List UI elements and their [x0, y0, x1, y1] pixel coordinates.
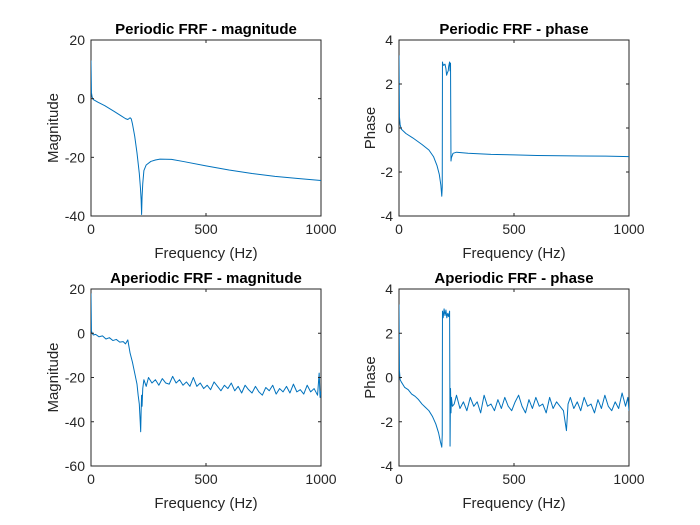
y-tick-label: 4	[385, 32, 393, 48]
series-line	[91, 60, 321, 216]
y-axis-label: Magnitude	[45, 93, 62, 163]
y-tick-label: -2	[381, 414, 394, 430]
y-axis-label: Phase	[362, 107, 379, 150]
subplot-title: Aperiodic FRF - magnitude	[110, 270, 302, 287]
y-tick-label: 0	[385, 370, 393, 386]
y-tick-label: 0	[385, 120, 393, 136]
x-axis-label: Frequency (Hz)	[154, 495, 257, 512]
y-tick-label: 0	[77, 325, 85, 341]
y-tick-label: 4	[385, 281, 393, 297]
subplot-title: Aperiodic FRF - phase	[434, 270, 593, 287]
subplot-2: 0 500 1000 -4 -2 0 2 4 Periodic FRF - phase Frequ…	[362, 21, 645, 262]
y-tick-label: 2	[385, 325, 393, 341]
y-tick-label: -20	[65, 149, 85, 165]
y-tick-label: -2	[381, 164, 394, 180]
y-tick-label: -20	[65, 370, 85, 386]
y-tick-label: -40	[65, 208, 85, 224]
y-axis-label: Phase	[362, 356, 379, 399]
x-tick-label: 500	[502, 471, 526, 487]
x-tick-label: 500	[194, 221, 218, 237]
x-axis-label: Frequency (Hz)	[462, 495, 565, 512]
y-tick-label: 0	[77, 91, 85, 107]
x-tick-label: 0	[87, 221, 95, 237]
series-line	[91, 293, 321, 433]
y-axis-label: Magnitude	[45, 342, 62, 412]
y-tick-label: 2	[385, 76, 393, 92]
y-tick-label: -40	[65, 414, 85, 430]
plot-area	[90, 39, 322, 217]
plot-area	[398, 39, 630, 217]
y-tick-label: -4	[381, 458, 394, 474]
series-line	[399, 55, 629, 197]
y-tick-label: 20	[69, 281, 85, 297]
x-tick-label: 1000	[613, 471, 644, 487]
subplot-4: 0 500 1000 -4 -2 0 2 4 Aperiodic FRF - phase Freq…	[362, 270, 645, 512]
x-tick-label: 500	[502, 221, 526, 237]
plot-area	[90, 288, 322, 467]
x-axis-label: Frequency (Hz)	[462, 245, 565, 262]
subplot-1: 0 500 1000 -40 -20 0 20 Periodic FRF - magnitud…	[45, 21, 337, 262]
subplot-3: 0 500 1000 -60 -40 -20 0 20 Aperiodic FRF - magn…	[45, 270, 337, 512]
x-axis-label: Frequency (Hz)	[154, 245, 257, 262]
subplot-title: Periodic FRF - magnitude	[115, 21, 297, 38]
x-tick-label: 1000	[305, 221, 336, 237]
x-tick-label: 1000	[305, 471, 336, 487]
x-tick-label: 0	[395, 221, 403, 237]
y-tick-label: -60	[65, 458, 85, 474]
series-line	[399, 304, 629, 448]
y-tick-label: -4	[381, 208, 394, 224]
x-tick-label: 1000	[613, 221, 644, 237]
subplot-title: Periodic FRF - phase	[439, 21, 588, 38]
plot-area	[398, 288, 630, 467]
x-tick-label: 500	[194, 471, 218, 487]
x-tick-label: 0	[87, 471, 95, 487]
x-tick-label: 0	[395, 471, 403, 487]
y-tick-label: 20	[69, 32, 85, 48]
